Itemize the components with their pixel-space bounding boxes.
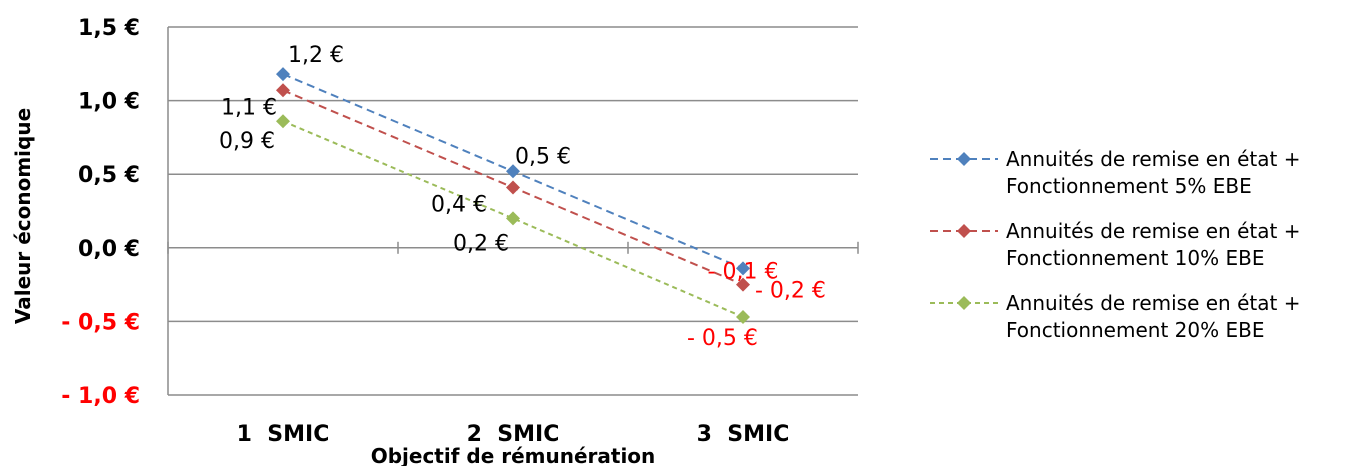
data-point: [276, 67, 290, 82]
legend-swatch-marker: [957, 224, 971, 238]
data-labels: 1,2 € 0,5 € - 0,1 € 1,1 € 0,4 € - 0,2 € 0,9 € 0…: [219, 43, 826, 351]
y-tick-label: 1,5 €: [78, 16, 140, 41]
data-point: [736, 261, 750, 276]
x-tick-label: 1 SMIC: [237, 422, 330, 447]
data-point: [736, 277, 750, 292]
legend-label-line2: Fonctionnement 5% EBE: [1006, 174, 1252, 198]
data-label: 0,5 €: [515, 144, 571, 169]
x-tick-label: 2 SMIC: [467, 422, 560, 447]
legend: Annuités de remise en état + Fonctionneme…: [930, 147, 1300, 342]
data-point: [506, 180, 520, 195]
legend-label-line1: Annuités de remise en état +: [1006, 147, 1300, 171]
legend-swatch-marker: [957, 152, 971, 166]
data-label: 0,2 €: [453, 231, 509, 256]
legend-label-line2: Fonctionnement 10% EBE: [1006, 246, 1264, 270]
data-label: 0,9 €: [219, 129, 275, 154]
y-tick-label: - 1,0 €: [61, 384, 140, 409]
data-point: [506, 211, 520, 226]
data-label: - 0,5 €: [687, 326, 758, 351]
legend-swatch-marker: [957, 296, 971, 310]
series-lines: [276, 67, 750, 324]
legend-label-line1: Annuités de remise en état +: [1006, 291, 1300, 315]
data-point: [276, 83, 290, 98]
series-line: [282, 120, 744, 318]
data-label: - 0,1 €: [708, 259, 779, 284]
data-point: [736, 309, 750, 324]
data-label: 0,4 €: [431, 192, 487, 217]
data-label: 1,1 €: [221, 95, 277, 120]
data-point: [506, 164, 520, 179]
data-label: - 0,2 €: [755, 279, 826, 304]
y-tick-label: 0,5 €: [78, 163, 140, 188]
y-tick-label: 1,0 €: [78, 90, 140, 115]
x-axis-title: Objectif de rémunération: [371, 444, 656, 466]
y-axis-title: Valeur économique: [11, 108, 35, 324]
axes: [167, 27, 859, 395]
y-tick-label: 0,0 €: [78, 237, 140, 262]
data-label: 1,2 €: [288, 43, 344, 68]
legend-label-line1: Annuités de remise en état +: [1006, 219, 1300, 243]
y-tick-label: - 0,5 €: [61, 310, 140, 335]
x-tick-label: 3 SMIC: [697, 422, 790, 447]
legend-label-line2: Fonctionnement 20% EBE: [1006, 318, 1264, 342]
data-point: [276, 114, 290, 129]
tick-labels: 1,5 € 1,0 € 0,5 € 0,0 € - 0,5 € - 1,0 € 1 SMIC…: [61, 16, 789, 447]
